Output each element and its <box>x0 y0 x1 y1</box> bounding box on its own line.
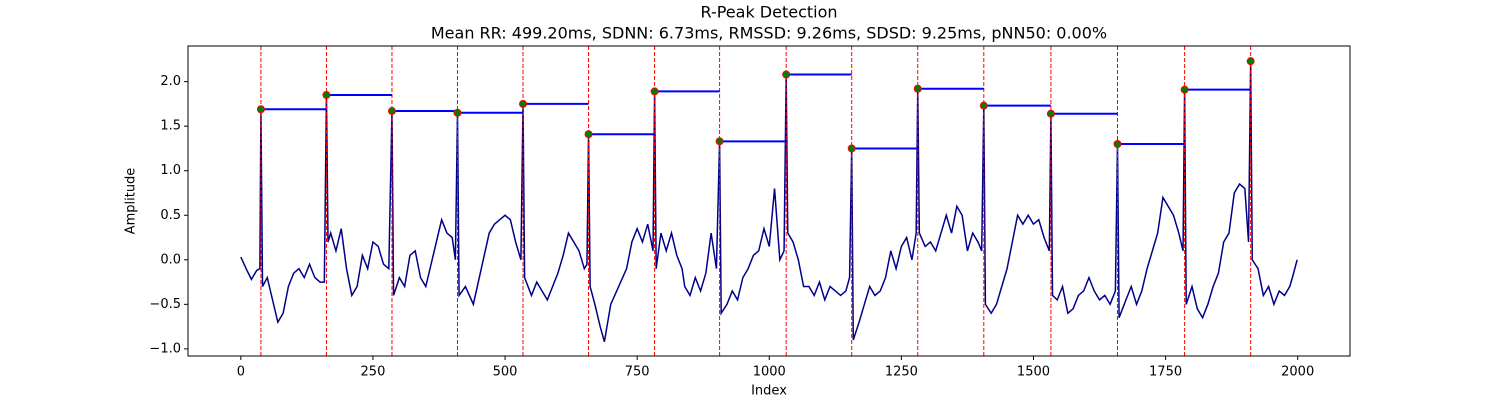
x-tick-label: 250 <box>361 365 386 380</box>
y-tick-label: 0.0 <box>160 252 181 267</box>
peak-marker <box>847 144 856 153</box>
x-tick-label: 2000 <box>1281 365 1314 380</box>
peak-marker <box>715 137 724 146</box>
peak-marker <box>1113 139 1122 148</box>
peak-marker <box>1180 85 1189 94</box>
y-tick-label: 0.5 <box>160 208 181 223</box>
x-axis-label: Index <box>751 384 787 399</box>
y-tick-label: 2.0 <box>160 74 181 89</box>
y-tick-label: −0.5 <box>149 297 181 312</box>
peak-marker <box>387 107 396 116</box>
x-tick-label: 500 <box>493 365 518 380</box>
y-tick-label: −1.0 <box>149 341 181 356</box>
peak-marker <box>1046 109 1055 118</box>
x-tick-label: 1750 <box>1149 365 1182 380</box>
x-tick-label: 750 <box>625 365 650 380</box>
peak-marker <box>650 87 659 96</box>
y-tick-label: 1.0 <box>160 163 181 178</box>
peak-marker <box>322 90 331 99</box>
peak-marker <box>453 108 462 117</box>
plot-frame <box>187 45 1351 357</box>
signal-line <box>240 61 1298 342</box>
chart-title: R-Peak Detection <box>700 3 837 22</box>
peak-marker <box>782 70 791 79</box>
chart-subtitle: Mean RR: 499.20ms, SDNN: 6.73ms, RMSSD: … <box>431 24 1107 43</box>
peak-marker <box>519 99 528 108</box>
peak-marker <box>979 101 988 110</box>
peak-marker <box>256 105 265 114</box>
peak-marker <box>913 84 922 93</box>
peak-marker <box>1246 57 1255 66</box>
y-tick-label: 1.5 <box>160 119 181 134</box>
x-tick-label: 1250 <box>885 365 918 380</box>
y-axis-label: Amplitude <box>124 168 139 235</box>
x-tick-label: 1500 <box>1017 365 1050 380</box>
peak-marker <box>584 130 593 139</box>
x-tick-label: 0 <box>237 365 245 380</box>
x-tick-label: 1000 <box>753 365 786 380</box>
